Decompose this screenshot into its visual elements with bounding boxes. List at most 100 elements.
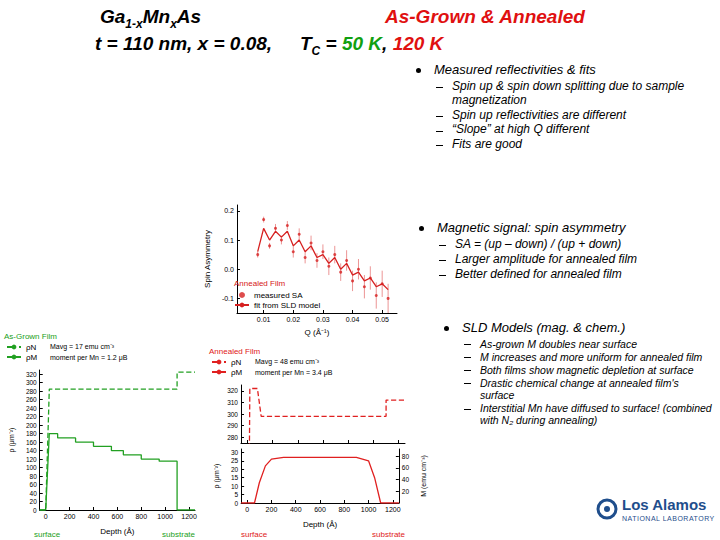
svg-text:60: 60	[402, 464, 410, 471]
svg-text:300: 300	[227, 411, 238, 418]
svg-text:300: 300	[26, 379, 37, 386]
svg-text:5: 5	[235, 491, 239, 498]
svg-text:120: 120	[26, 456, 37, 463]
svg-text:40: 40	[402, 476, 410, 483]
svg-text:-0.1: -0.1	[222, 295, 234, 302]
svg-text:Mavg = 17 emu cm⁻³: Mavg = 17 emu cm⁻³	[50, 343, 115, 351]
svg-text:320: 320	[227, 387, 238, 394]
svg-text:0: 0	[245, 506, 249, 513]
svg-text:310: 310	[227, 399, 238, 406]
svg-text:M (emu cm⁻³): M (emu cm⁻³)	[420, 455, 428, 497]
html-text:Fits are good: Fits are good	[452, 137, 522, 152]
svg-text:surface: surface	[241, 530, 268, 539]
svg-text:20: 20	[231, 466, 239, 473]
html-text:Drastic chemical change at ann: Drastic chemical change at annealed film…	[480, 377, 679, 402]
html-text:Interstitial Mn have diffused: Interstitial Mn have diffused to surface…	[480, 402, 712, 427]
svg-text:0: 0	[44, 513, 48, 520]
svg-text:ρ (μm⁻²): ρ (μm⁻²)	[213, 464, 221, 489]
html-text:t = 110 nm, x = 0.08,: t = 110 nm, x = 0.08,	[95, 33, 273, 54]
html-text:Los Alamos: Los Alamos	[622, 496, 707, 513]
svg-text:1000: 1000	[157, 513, 173, 520]
svg-text:substrate: substrate	[162, 530, 195, 539]
svg-text:200: 200	[266, 506, 278, 513]
svg-text:1200: 1200	[385, 506, 401, 513]
svg-text:220: 220	[26, 413, 37, 420]
svg-text:0.2: 0.2	[224, 207, 234, 214]
svg-text:moment per Mn = 1.2 μB: moment per Mn = 1.2 μB	[50, 354, 128, 362]
svg-text:0.05: 0.05	[375, 316, 389, 323]
svg-text:substrate: substrate	[372, 530, 405, 539]
svg-text:Depth (Å): Depth (Å)	[303, 520, 338, 529]
svg-text:ρN: ρN	[231, 358, 242, 367]
svg-text:As-Grown Film: As-Grown Film	[4, 332, 57, 341]
svg-text:0.1: 0.1	[224, 237, 234, 244]
svg-text:600: 600	[112, 513, 124, 520]
html-text:Spin up & spin down splitting: Spin up & spin down splitting due to sam…	[452, 79, 685, 107]
svg-text:400: 400	[88, 513, 100, 520]
svg-text:10: 10	[231, 483, 239, 490]
svg-text:600: 600	[314, 506, 326, 513]
svg-text:80: 80	[402, 453, 410, 460]
svg-text:280: 280	[26, 388, 37, 395]
svg-text:15: 15	[231, 474, 239, 481]
svg-text:0: 0	[235, 500, 239, 507]
html-text:Spin up reflectivities are dif: Spin up reflectivities are different	[452, 107, 627, 122]
html-text:Ga1-xMnxAs: Ga1-xMnxAs	[100, 6, 202, 31]
svg-text:0.03: 0.03	[316, 316, 330, 323]
svg-text:280: 280	[227, 434, 238, 441]
svg-text:320: 320	[26, 371, 37, 378]
svg-text:ρ (μm⁻²): ρ (μm⁻²)	[8, 428, 16, 453]
svg-text:measured SA: measured SA	[254, 291, 303, 300]
svg-text:1000: 1000	[361, 506, 377, 513]
svg-text:200: 200	[64, 513, 76, 520]
svg-text:25: 25	[231, 457, 239, 464]
html-text:Both films show magnetic deple: Both films show magnetic depletion at su…	[480, 364, 694, 377]
svg-text:180: 180	[26, 430, 37, 437]
svg-text:0.0: 0.0	[224, 266, 234, 273]
svg-text:40: 40	[30, 490, 38, 497]
html-text:SLD Models (mag. & chem.): SLD Models (mag. & chem.)	[462, 320, 626, 335]
svg-text:800: 800	[135, 513, 147, 520]
svg-text:Spin Asymmetry: Spin Asymmetry	[203, 230, 212, 288]
svg-text:140: 140	[26, 447, 37, 454]
svg-text:260: 260	[26, 396, 37, 403]
svg-text:ρN: ρN	[26, 343, 37, 352]
svg-text:Annealed Film: Annealed Film	[234, 279, 285, 288]
html-text:M increases and more uniform f: M increases and more uniform for anneale…	[480, 351, 703, 364]
svg-text:100: 100	[26, 464, 37, 471]
svg-text:200: 200	[26, 422, 37, 429]
svg-text:Annealed Film: Annealed Film	[209, 347, 260, 356]
svg-text:surface: surface	[34, 530, 61, 539]
svg-text:160: 160	[26, 439, 37, 446]
svg-text:80: 80	[30, 473, 38, 480]
svg-text:400: 400	[290, 506, 302, 513]
svg-text:800: 800	[338, 506, 350, 513]
svg-text:290: 290	[227, 422, 238, 429]
html-text:Measured reflectivities & fits: Measured reflectivities & fits	[434, 62, 596, 77]
svg-text:moment per Mn = 3.4 μB: moment per Mn = 3.4 μB	[255, 369, 333, 377]
svg-text:240: 240	[26, 405, 37, 412]
html-text:TC= 50 K, 120 K: TC= 50 K, 120 K	[300, 33, 444, 58]
html-text:SA = (up – down) / (up + down): SA = (up – down) / (up + down)	[455, 237, 622, 251]
html-text:As-Grown & Annealed: As-Grown & Annealed	[385, 6, 585, 27]
svg-text:Q (Å⁻¹): Q (Å⁻¹)	[305, 328, 330, 337]
svg-text:ρM: ρM	[231, 368, 243, 377]
svg-text:0.04: 0.04	[346, 316, 360, 323]
svg-text:20: 20	[30, 498, 38, 505]
html-text:Better defined for annealed fi: Better defined for annealed film	[455, 266, 622, 281]
html-text:“Slope” at high Q different: “Slope” at high Q different	[452, 122, 590, 137]
svg-text:0.02: 0.02	[286, 316, 300, 323]
svg-text:0: 0	[33, 507, 37, 514]
svg-text:0.01: 0.01	[257, 316, 271, 323]
svg-text:30: 30	[231, 449, 239, 456]
html-text:As-grown M doubles near surfac: As-grown M doubles near surface	[480, 338, 637, 350]
html-text:Magnetic signal: spin asymmetr: Magnetic signal: spin asymmetry	[437, 220, 626, 235]
html-text:Larger amplitude for annealed: Larger amplitude for annealed film	[455, 251, 638, 266]
svg-text:fit from SLD model: fit from SLD model	[254, 301, 320, 310]
svg-text:20: 20	[402, 488, 410, 495]
svg-text:1200: 1200	[181, 513, 197, 520]
svg-text:60: 60	[30, 481, 38, 488]
svg-text:Mavg = 48 emu cm⁻³: Mavg = 48 emu cm⁻³	[255, 358, 320, 366]
svg-text:Depth (Å): Depth (Å)	[100, 527, 135, 536]
svg-text:ρM: ρM	[26, 353, 38, 362]
